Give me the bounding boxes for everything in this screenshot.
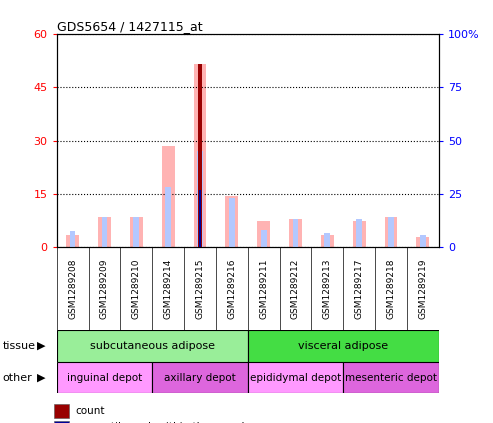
Text: axillary depot: axillary depot <box>164 373 236 382</box>
Bar <box>312 34 343 247</box>
Bar <box>375 34 407 247</box>
Text: tissue: tissue <box>2 341 35 351</box>
Bar <box>388 217 394 247</box>
Bar <box>343 362 439 393</box>
Bar <box>353 221 365 247</box>
Bar <box>257 221 270 247</box>
Bar <box>70 231 75 247</box>
Text: other: other <box>2 373 32 382</box>
Bar <box>102 217 107 247</box>
Bar <box>229 198 235 247</box>
Bar <box>324 233 330 247</box>
Text: GSM1289214: GSM1289214 <box>164 258 173 319</box>
Bar <box>194 64 207 247</box>
Bar <box>54 420 69 423</box>
Bar <box>162 146 175 247</box>
Bar <box>420 235 426 247</box>
Bar <box>199 190 201 247</box>
Bar <box>134 217 139 247</box>
Bar <box>321 235 334 247</box>
Text: ▶: ▶ <box>37 373 45 382</box>
Bar <box>225 196 238 247</box>
Bar <box>197 151 203 247</box>
Text: ▶: ▶ <box>37 341 45 351</box>
Bar <box>57 34 89 247</box>
Bar <box>198 64 202 247</box>
Text: epididymal depot: epididymal depot <box>250 373 341 382</box>
Text: GSM1289213: GSM1289213 <box>323 258 332 319</box>
Text: GSM1289210: GSM1289210 <box>132 258 141 319</box>
Text: GSM1289217: GSM1289217 <box>354 258 364 319</box>
Bar <box>66 235 79 247</box>
Text: subcutaneous adipose: subcutaneous adipose <box>90 341 215 351</box>
Text: GSM1289208: GSM1289208 <box>68 258 77 319</box>
Bar <box>165 187 171 247</box>
Bar <box>120 34 152 247</box>
Bar <box>184 34 216 247</box>
Bar <box>216 34 247 247</box>
Bar <box>247 362 343 393</box>
Bar <box>407 34 439 247</box>
Bar <box>385 217 397 247</box>
Bar <box>152 362 247 393</box>
Bar <box>54 404 69 418</box>
Text: GSM1289212: GSM1289212 <box>291 258 300 319</box>
Text: visceral adipose: visceral adipose <box>298 341 388 351</box>
Text: GSM1289216: GSM1289216 <box>227 258 236 319</box>
Bar <box>89 34 120 247</box>
Text: GSM1289219: GSM1289219 <box>419 258 427 319</box>
Text: mesenteric depot: mesenteric depot <box>345 373 437 382</box>
Text: GSM1289211: GSM1289211 <box>259 258 268 319</box>
Text: percentile rank within the sample: percentile rank within the sample <box>75 422 251 423</box>
Bar <box>417 237 429 247</box>
Text: GSM1289209: GSM1289209 <box>100 258 109 319</box>
Bar <box>57 330 247 362</box>
Bar <box>130 217 142 247</box>
Text: count: count <box>75 406 105 416</box>
Bar <box>247 34 280 247</box>
Bar <box>343 34 375 247</box>
Bar <box>356 219 362 247</box>
Bar <box>152 34 184 247</box>
Bar <box>98 217 111 247</box>
Bar <box>289 219 302 247</box>
Text: inguinal depot: inguinal depot <box>67 373 142 382</box>
Text: GSM1289218: GSM1289218 <box>387 258 395 319</box>
Bar <box>280 34 312 247</box>
Bar <box>247 330 439 362</box>
Text: GDS5654 / 1427115_at: GDS5654 / 1427115_at <box>57 20 202 33</box>
Bar <box>261 230 267 247</box>
Bar <box>293 219 298 247</box>
Bar <box>57 362 152 393</box>
Text: GSM1289215: GSM1289215 <box>195 258 205 319</box>
